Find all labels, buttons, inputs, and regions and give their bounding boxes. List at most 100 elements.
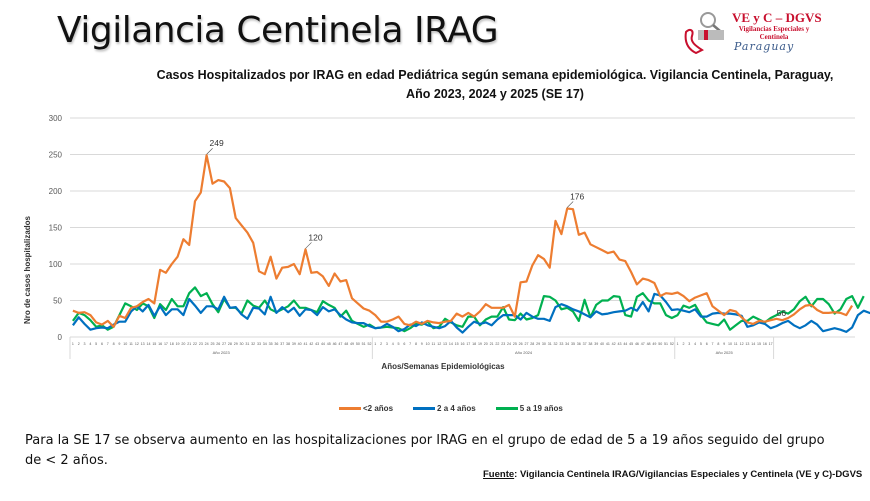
x-tick-label: 4 [392, 342, 394, 346]
data-label: 120 [308, 232, 322, 242]
source-citation: Fuente: Vigilancia Centinela IRAG/Vigila… [483, 469, 862, 480]
x-tick-label: 8 [113, 342, 115, 346]
x-tick-label: 38 [286, 342, 290, 346]
x-tick-label: 40 [298, 342, 302, 346]
x-tick-label: 48 [344, 342, 348, 346]
x-tick-label: 3 [84, 342, 86, 346]
x-tick-label: 9 [421, 342, 423, 346]
x-tick-label: 28 [530, 342, 534, 346]
x-tick-label: 31 [245, 342, 249, 346]
x-axis: 1 2 3 4 5 6 7 8 9 10 11 12 13 14 15 16 17 18 19 20 21 22 23 24 2… [69, 336, 855, 359]
x-tick-label: 16 [461, 342, 465, 346]
x-tick-label: 52 [670, 342, 674, 346]
x-tick-label: 14 [147, 342, 151, 346]
x-tick-label: 32 [251, 342, 255, 346]
x-tick-label: 26 [519, 342, 523, 346]
x-tick-label: 24 [507, 342, 511, 346]
source-prefix: Fuente [483, 469, 515, 480]
x-tick-label: 13 [745, 342, 749, 346]
x-tick-label: 18 [472, 342, 476, 346]
x-tick-label: 31 [548, 342, 552, 346]
data-label: 56 [777, 308, 787, 318]
y-tick-label: 150 [49, 224, 63, 233]
series-line-0 [72, 154, 854, 328]
x-tick-label: 2 [380, 342, 382, 346]
x-tick-label: 12 [437, 342, 441, 346]
x-tick-label: 50 [356, 342, 360, 346]
x-tick-label: 43 [618, 342, 622, 346]
summary-note: Para la SE 17 se observa aumento en las … [25, 433, 825, 468]
x-tick-label: 47 [338, 342, 342, 346]
x-axis-title: Años/Semanas Epidemiológicas [381, 362, 505, 371]
x-tick-label: 3 [386, 342, 388, 346]
x-tick-label: 6 [403, 342, 405, 346]
y-axis-title: Nro de casos hospitalizados [23, 215, 32, 324]
x-tick-label: 14 [449, 342, 453, 346]
x-tick-label: 25 [513, 342, 517, 346]
x-tick-label: 34 [565, 342, 569, 346]
x-tick-label: 24 [205, 342, 209, 346]
x-tick-label: 6 [706, 342, 708, 346]
x-tick-label: 18 [170, 342, 174, 346]
data-label: 249 [210, 138, 224, 148]
legend-item-2-to-4: 2 a 4 años [413, 404, 476, 413]
x-tick-label: 43 [315, 342, 319, 346]
paraguay-map-icon [684, 12, 724, 54]
x-tick-label: 2 [78, 342, 80, 346]
x-tick-label: 46 [635, 342, 639, 346]
x-tick-label: 17 [769, 342, 773, 346]
data-label-leader [305, 242, 312, 249]
x-tick-label: 21 [187, 342, 191, 346]
x-tick-label: 23 [501, 342, 505, 346]
page-title: Vigilancia Centinela IRAG [57, 10, 499, 51]
year-label: Año 2023 [213, 350, 231, 355]
x-tick-label: 41 [606, 342, 610, 346]
x-tick-label: 29 [234, 342, 238, 346]
x-tick-label: 49 [652, 342, 656, 346]
year-label: Año 2025 [716, 350, 734, 355]
legend-item-5-to-19: 5 a 19 años [495, 404, 563, 413]
x-tick-label: 10 [123, 342, 127, 346]
x-tick-label: 8 [717, 342, 719, 346]
legend-label: 5 a 19 años [519, 404, 563, 413]
x-tick-label: 51 [664, 342, 668, 346]
x-tick-label: 7 [107, 342, 109, 346]
x-tick-label: 13 [141, 342, 145, 346]
x-tick-label: 34 [263, 342, 267, 346]
legend-swatch [495, 407, 518, 410]
x-tick-label: 48 [647, 342, 651, 346]
x-tick-label: 25 [210, 342, 214, 346]
y-tick-label: 100 [49, 260, 63, 269]
x-tick-label: 22 [193, 342, 197, 346]
x-tick-label: 10 [728, 342, 732, 346]
x-tick-label: 27 [524, 342, 528, 346]
legend-label: <2 años [363, 404, 394, 413]
x-tick-label: 20 [484, 342, 488, 346]
x-tick-label: 15 [757, 342, 761, 346]
source-text: : Vigilancia Centinela IRAG/Vigilancias … [514, 469, 863, 480]
y-tick-label: 200 [49, 187, 63, 196]
x-tick-label: 45 [629, 342, 633, 346]
x-tick-label: 32 [554, 342, 558, 346]
x-tick-label: 7 [409, 342, 411, 346]
x-tick-label: 1 [374, 342, 376, 346]
x-tick-label: 11 [734, 342, 738, 346]
x-tick-label: 6 [101, 342, 103, 346]
series-lines [72, 154, 870, 334]
x-tick-label: 50 [658, 342, 662, 346]
x-tick-label: 1 [677, 342, 679, 346]
x-tick-label: 30 [240, 342, 244, 346]
x-tick-label: 46 [333, 342, 337, 346]
x-tick-label: 19 [478, 342, 482, 346]
x-tick-label: 13 [443, 342, 447, 346]
y-tick-label: 300 [49, 114, 63, 123]
x-tick-label: 39 [292, 342, 296, 346]
y-tick-label: 250 [49, 151, 63, 160]
x-tick-label: 37 [583, 342, 587, 346]
x-tick-label: 44 [623, 342, 627, 346]
x-tick-label: 36 [577, 342, 581, 346]
x-tick-label: 40 [600, 342, 604, 346]
x-tick-label: 38 [588, 342, 592, 346]
x-tick-label: 19 [176, 342, 180, 346]
x-tick-label: 15 [152, 342, 156, 346]
